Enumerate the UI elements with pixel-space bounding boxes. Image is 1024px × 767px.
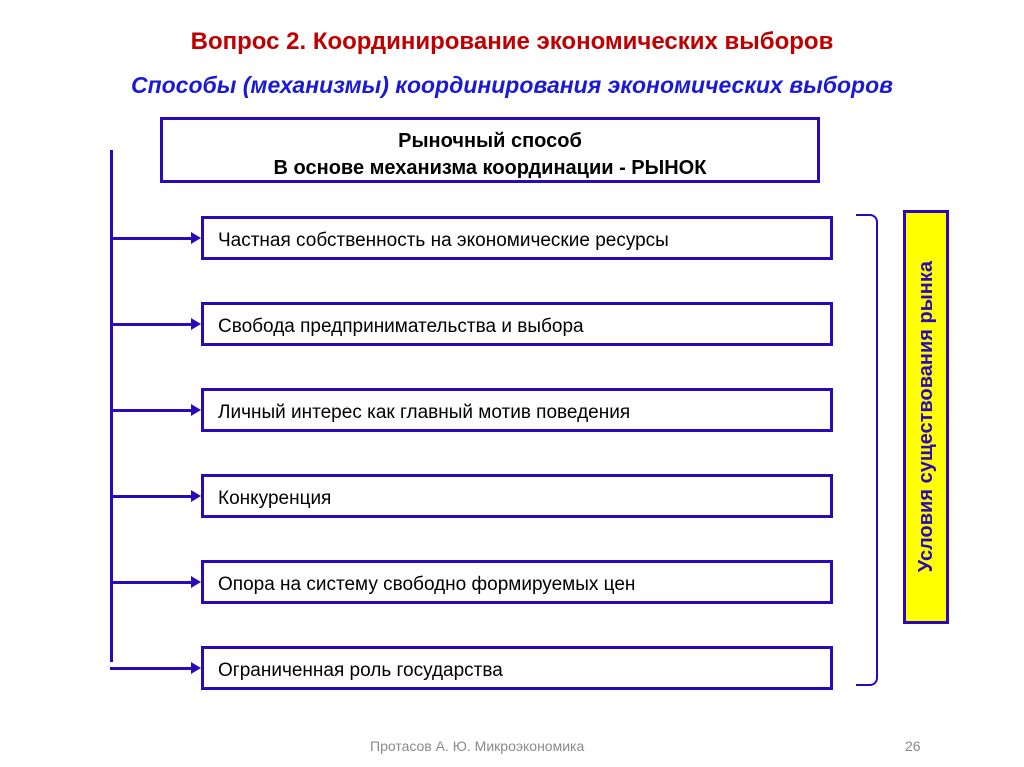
arrow-right-icon: [191, 662, 201, 674]
footer-page-number: 26: [905, 738, 921, 754]
list-item: Частная собственность на экономические р…: [201, 216, 833, 260]
branch-line: [110, 323, 193, 326]
right-bracket: [856, 214, 878, 686]
arrow-right-icon: [191, 490, 201, 502]
arrow-right-icon: [191, 404, 201, 416]
branch-line: [110, 581, 193, 584]
header-line2: В основе механизма координации - РЫНОК: [177, 155, 803, 182]
page-title: Вопрос 2. Координирование экономических …: [0, 0, 1024, 56]
branch-line: [110, 495, 193, 498]
arrow-right-icon: [191, 318, 201, 330]
arrow-right-icon: [191, 576, 201, 588]
branch-line: [110, 409, 193, 412]
list-item: Свобода предпринимательства и выбора: [201, 302, 833, 346]
side-label-box: Условия существования рынка: [903, 210, 949, 624]
list-item: Опора на систему свободно формируемых це…: [201, 560, 833, 604]
footer-author: Протасов А. Ю. Микроэкономика: [370, 738, 584, 754]
list-item: Конкуренция: [201, 474, 833, 518]
side-label-text: Условия существования рынка: [915, 261, 938, 572]
list-item: Ограниченная роль государства: [201, 646, 833, 690]
page-subtitle: Способы (механизмы) координирования экон…: [0, 56, 1024, 99]
list-item: Личный интерес как главный мотив поведен…: [201, 388, 833, 432]
header-line1: Рыночный способ: [177, 128, 803, 155]
branch-line: [110, 667, 193, 670]
header-box: Рыночный способ В основе механизма коорд…: [160, 117, 820, 183]
arrow-right-icon: [191, 232, 201, 244]
branch-line: [110, 237, 193, 240]
tree-trunk: [110, 150, 113, 662]
